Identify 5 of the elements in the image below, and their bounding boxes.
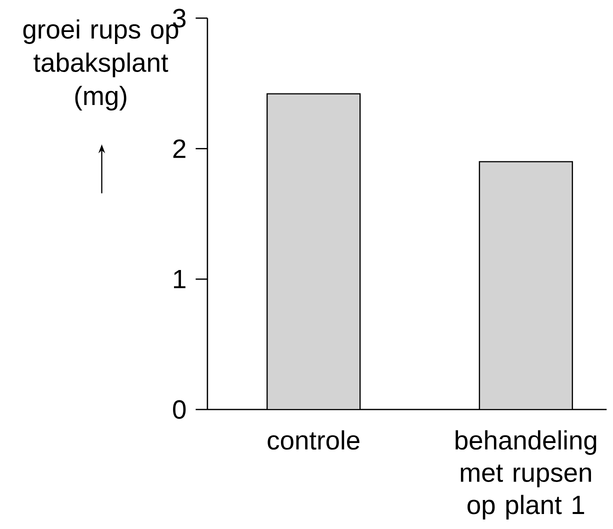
y-tick-label: 2 xyxy=(173,139,186,158)
x-tick-label: behandeling met rupsen op plant 1 xyxy=(456,430,596,520)
x-tick-label: controle xyxy=(268,430,360,450)
y-tick-label: 0 xyxy=(173,400,186,419)
y-tick-label: 1 xyxy=(174,270,186,288)
